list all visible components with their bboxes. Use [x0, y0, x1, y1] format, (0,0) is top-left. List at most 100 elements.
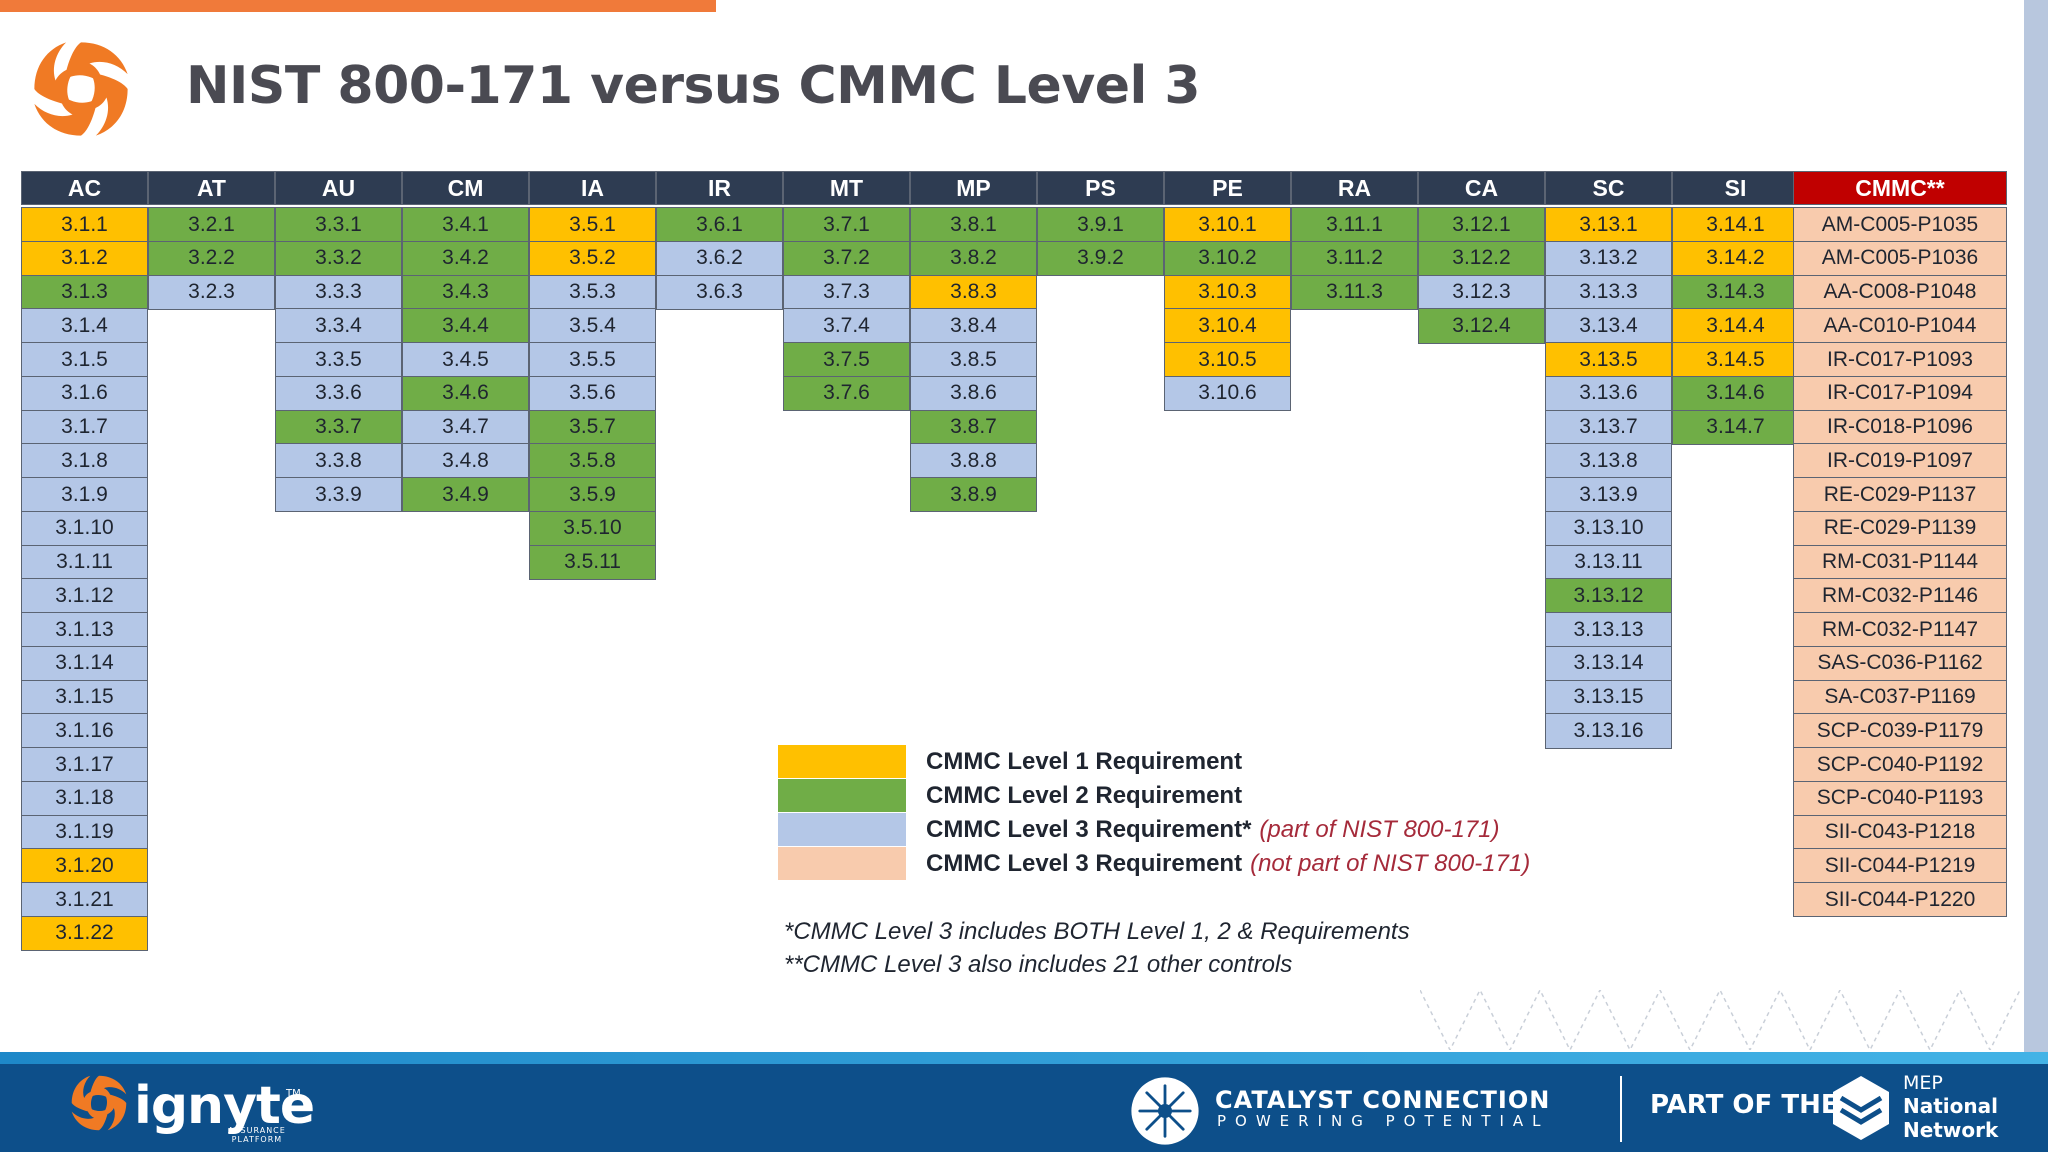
legend-swatch [778, 745, 906, 778]
table-cell: SCP-C040-P1193 [1793, 780, 2007, 816]
legend-note: (not part of NIST 800-171) [1250, 849, 1531, 877]
table-cell: 3.5.6 [529, 375, 656, 411]
table-cell: RM-C031-P1144 [1793, 544, 2007, 580]
catalyst-connection-name: CATALYST CONNECTION [1215, 1086, 1551, 1114]
table-cell: 3.13.3 [1545, 274, 1672, 310]
legend-swatch [778, 847, 906, 880]
table-cell: 3.7.2 [783, 240, 910, 276]
legend-label: CMMC Level 3 Requirement* (part of NIST 8… [926, 816, 1500, 844]
table-cell: 3.4.4 [402, 308, 529, 344]
legend-label-text: CMMC Level 3 Requirement* [926, 815, 1252, 843]
table-cell: 3.1.4 [21, 308, 148, 344]
table-cell: 3.3.9 [275, 477, 402, 513]
column-header-mt: MT [783, 171, 910, 205]
ignyte-swirl-icon [34, 42, 128, 136]
catalyst-connection-tagline: POWERING POTENTIAL [1217, 1112, 1550, 1130]
table-cell: 3.14.6 [1672, 375, 1799, 411]
table-cell: 3.13.10 [1545, 510, 1672, 546]
column-header-ps: PS [1037, 171, 1164, 205]
table-cell: SAS-C036-P1162 [1793, 645, 2007, 681]
table-cell: 3.4.9 [402, 477, 529, 513]
table-cell: 3.3.6 [275, 375, 402, 411]
table-cell: SII-C044-P1220 [1793, 882, 2007, 918]
table-cell: 3.1.22 [21, 915, 148, 951]
table-cell: 3.13.8 [1545, 443, 1672, 479]
table-cell: 3.5.1 [529, 207, 656, 243]
table-cell: 3.5.8 [529, 443, 656, 479]
ignyte-wordmark: ignyte [134, 1076, 315, 1136]
table-cell: 3.13.7 [1545, 409, 1672, 445]
legend-swatch [778, 813, 906, 846]
table-cell: 3.10.6 [1164, 375, 1291, 411]
table-cell: 3.13.16 [1545, 713, 1672, 749]
table-cell: 3.7.4 [783, 308, 910, 344]
table-cell: 3.13.11 [1545, 544, 1672, 580]
table-cell: SCP-C039-P1179 [1793, 713, 2007, 749]
table-cell: 3.9.2 [1037, 240, 1164, 276]
legend-label-text: CMMC Level 2 Requirement [926, 781, 1243, 809]
part-of-the-label: PART OF THE [1650, 1090, 1839, 1120]
table-cell: 3.8.6 [910, 375, 1037, 411]
table-cell: 3.6.2 [656, 240, 783, 276]
table-cell: 3.8.8 [910, 443, 1037, 479]
table-cell: 3.1.20 [21, 848, 148, 884]
table-cell: 3.4.8 [402, 443, 529, 479]
table-cell: 3.12.3 [1418, 274, 1545, 310]
table-cell: 3.14.1 [1672, 207, 1799, 243]
footnote-1: *CMMC Level 3 includes BOTH Level 1, 2 &… [784, 918, 1410, 945]
catalyst-star-icon [1131, 1077, 1199, 1145]
table-cell: AM-C005-P1036 [1793, 240, 2007, 276]
table-cell: RE-C029-P1139 [1793, 510, 2007, 546]
table-cell: 3.13.4 [1545, 308, 1672, 344]
column-header-cm: CM [402, 171, 529, 205]
table-cell: 3.3.7 [275, 409, 402, 445]
table-cell: 3.8.5 [910, 342, 1037, 378]
table-cell: 3.8.4 [910, 308, 1037, 344]
right-edge-strip [2024, 0, 2048, 1065]
table-cell: 3.8.9 [910, 477, 1037, 513]
table-cell: 3.12.2 [1418, 240, 1545, 276]
table-cell: 3.8.2 [910, 240, 1037, 276]
table-cell: 3.4.2 [402, 240, 529, 276]
column-header-ia: IA [529, 171, 656, 205]
table-cell: 3.13.13 [1545, 612, 1672, 648]
table-cell: 3.11.1 [1291, 207, 1418, 243]
table-cell: 3.14.5 [1672, 342, 1799, 378]
table-cell: AA-C008-P1048 [1793, 274, 2007, 310]
table-cell: 3.12.1 [1418, 207, 1545, 243]
footnote-2: **CMMC Level 3 also includes 21 other co… [784, 951, 1293, 978]
table-cell: 3.6.3 [656, 274, 783, 310]
table-cell: 3.5.10 [529, 510, 656, 546]
table-cell: 3.2.2 [148, 240, 275, 276]
table-cell: 3.1.14 [21, 645, 148, 681]
legend-swatch [778, 779, 906, 812]
table-cell: 3.4.1 [402, 207, 529, 243]
table-cell: 3.7.6 [783, 375, 910, 411]
table-cell: 3.3.1 [275, 207, 402, 243]
legend-item: CMMC Level 3 Requirement (not part of NIS… [778, 847, 1530, 880]
legend-item: CMMC Level 3 Requirement* (part of NIST 8… [778, 813, 1500, 846]
table-cell: 3.1.19 [21, 814, 148, 850]
table-cell: 3.1.21 [21, 882, 148, 918]
table-cell: 3.14.4 [1672, 308, 1799, 344]
table-cell: 3.8.1 [910, 207, 1037, 243]
legend-label-text: CMMC Level 1 Requirement [926, 747, 1243, 775]
table-cell: 3.1.10 [21, 510, 148, 546]
mep-label: MEP [1903, 1072, 1943, 1094]
table-cell: 3.1.3 [21, 274, 148, 310]
table-cell: 3.5.2 [529, 240, 656, 276]
table-cell: RE-C029-P1137 [1793, 477, 2007, 513]
table-cell: SCP-C040-P1192 [1793, 747, 2007, 783]
table-cell: 3.3.4 [275, 308, 402, 344]
table-cell: 3.8.7 [910, 409, 1037, 445]
table-cell: RM-C032-P1146 [1793, 578, 2007, 614]
decorative-zigzag-pattern [1420, 990, 2020, 1050]
column-header-ca: CA [1418, 171, 1545, 205]
footer-accent-stripe [0, 1052, 2048, 1064]
table-cell: 3.13.15 [1545, 679, 1672, 715]
legend-label: CMMC Level 2 Requirement [926, 782, 1242, 810]
table-cell: 3.10.2 [1164, 240, 1291, 276]
table-cell: SII-C043-P1218 [1793, 814, 2007, 850]
table-cell: 3.9.1 [1037, 207, 1164, 243]
ignyte-subtitle: ASSURANCE PLATFORM [228, 1126, 286, 1144]
